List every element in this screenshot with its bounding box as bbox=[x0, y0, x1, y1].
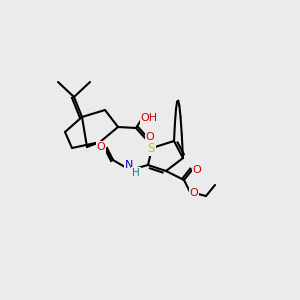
Text: H: H bbox=[132, 168, 140, 178]
Text: O: O bbox=[190, 188, 198, 198]
Text: S: S bbox=[147, 142, 155, 155]
Text: O: O bbox=[193, 165, 201, 175]
Text: OH: OH bbox=[140, 113, 158, 123]
Text: O: O bbox=[146, 132, 154, 142]
Text: N: N bbox=[125, 160, 133, 170]
Text: O: O bbox=[97, 142, 105, 152]
